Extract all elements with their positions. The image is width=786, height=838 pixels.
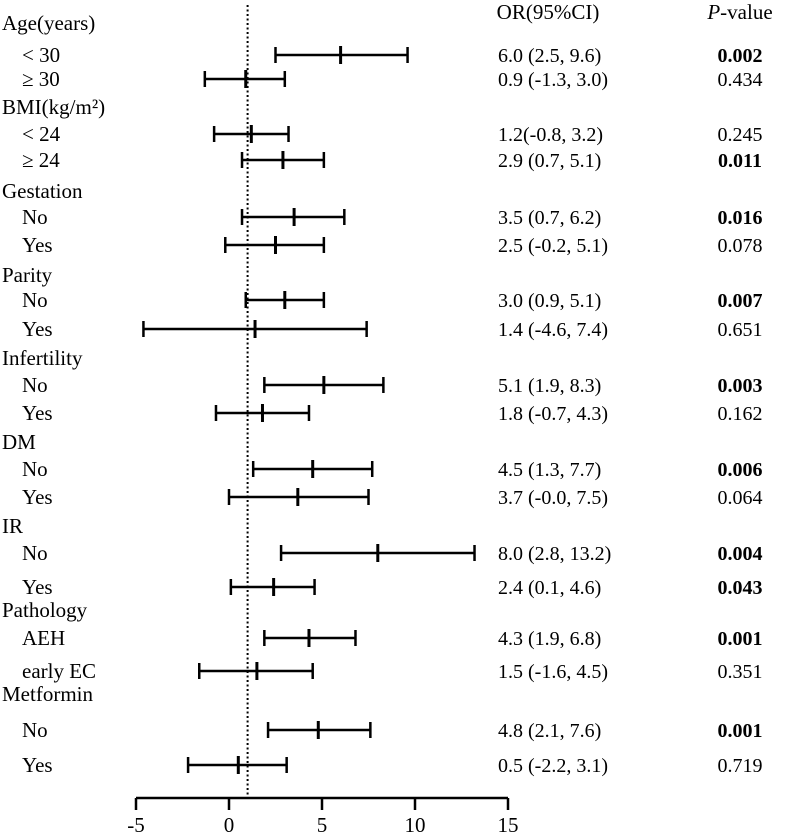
x-axis: -5 0 5 10 15	[127, 796, 519, 837]
or-ci-value: 1.4 (-4.6, 7.4)	[498, 319, 608, 341]
forest-row: Yes 0.5 (-2.2, 3.1) 0.719	[22, 753, 763, 777]
p-value: 0.007	[718, 290, 763, 312]
forest-row: ≥ 24 2.9 (0.7, 5.1) 0.011	[22, 148, 762, 172]
forest-row: Yes 1.8 (-0.7, 4.3) 0.162	[22, 401, 763, 425]
p-value: 0.651	[718, 319, 763, 341]
or-ci-value: 4.5 (1.3, 7.7)	[498, 459, 601, 481]
p-value: 0.064	[718, 487, 763, 509]
or-ci-value: 1.5 (-1.6, 4.5)	[498, 661, 608, 683]
x-tick-label: 0	[224, 813, 235, 837]
p-value: 0.043	[718, 577, 763, 599]
forest-row: Yes 2.5 (-0.2, 5.1) 0.078	[22, 233, 763, 257]
or-ci-value: 0.5 (-2.2, 3.1)	[498, 755, 608, 777]
forest-row: < 24 1.2(-0.8, 3.2) 0.245	[22, 122, 763, 146]
x-tick-label: 10	[405, 813, 426, 837]
or-ci-value: 5.1 (1.9, 8.3)	[498, 375, 601, 397]
or-ci-value: 4.8 (2.1, 7.6)	[498, 720, 601, 742]
forest-row: Yes 2.4 (0.1, 4.6) 0.043	[22, 575, 763, 599]
or-ci-column-header: OR(95%CI)	[497, 0, 600, 24]
subgroup-label: < 30	[22, 43, 60, 67]
forest-row: Yes 1.4 (-4.6, 7.4) 0.651	[22, 317, 763, 341]
subgroup-label: AEH	[22, 626, 65, 650]
or-ci-value: 2.9 (0.7, 5.1)	[498, 150, 601, 172]
p-value: 0.006	[718, 459, 763, 481]
p-value: 0.434	[718, 69, 763, 91]
forest-row: early EC 1.5 (-1.6, 4.5) 0.351	[22, 659, 763, 683]
subgroup-label: ≥ 24	[22, 148, 60, 172]
x-tick-label: 15	[498, 813, 519, 837]
forest-row: Yes 3.7 (-0.0, 7.5) 0.064	[22, 485, 763, 509]
subgroup-label: Yes	[22, 317, 53, 341]
p-value: 0.162	[718, 403, 763, 425]
subgroup-label: No	[22, 541, 48, 565]
group-label: Pathology	[2, 598, 88, 622]
or-ci-value: 3.7 (-0.0, 7.5)	[498, 487, 608, 509]
subgroup-label: Yes	[22, 753, 53, 777]
or-ci-value: 0.9 (-1.3, 3.0)	[498, 69, 608, 91]
forest-row: < 30 6.0 (2.5, 9.6) 0.002	[22, 43, 763, 67]
group-label: Gestation	[2, 179, 83, 203]
or-ci-value: 3.0 (0.9, 5.1)	[498, 290, 601, 312]
subgroup-label: No	[22, 373, 48, 397]
group-label: Parity	[2, 263, 53, 287]
forest-row: No 3.5 (0.7, 6.2) 0.016	[22, 205, 763, 229]
subgroup-label: early EC	[22, 659, 96, 683]
subgroup-label: No	[22, 288, 48, 312]
forest-row: No 8.0 (2.8, 13.2) 0.004	[22, 541, 763, 565]
subgroup-label: Yes	[22, 401, 53, 425]
forest-row: AEH 4.3 (1.9, 6.8) 0.001	[22, 626, 763, 650]
p-value: 0.351	[718, 661, 763, 683]
subgroup-label: Yes	[22, 485, 53, 509]
group-label: Infertility	[2, 346, 83, 370]
p-value: 0.001	[718, 628, 763, 650]
p-value: 0.011	[718, 150, 762, 172]
group-label: Metformin	[2, 682, 93, 706]
or-ci-value: 1.8 (-0.7, 4.3)	[498, 403, 608, 425]
p-value: 0.004	[718, 543, 763, 565]
or-ci-value: 8.0 (2.8, 13.2)	[498, 543, 611, 565]
subgroup-label: Yes	[22, 575, 53, 599]
subgroup-label: No	[22, 718, 48, 742]
subgroup-label: < 24	[22, 122, 61, 146]
p-value-column-header: P-value	[706, 0, 772, 24]
subgroup-label: No	[22, 457, 48, 481]
p-value: 0.016	[718, 207, 763, 229]
subgroup-label: Yes	[22, 233, 53, 257]
p-value: 0.078	[718, 235, 763, 257]
rows-layer: Age(years) < 30 6.0 (2.5, 9.6) 0.002 ≥ 30 0.9…	[2, 11, 763, 777]
group-label: IR	[2, 514, 23, 538]
subgroup-label: ≥ 30	[22, 67, 60, 91]
or-ci-value: 2.5 (-0.2, 5.1)	[498, 235, 608, 257]
forest-row: No 4.5 (1.3, 7.7) 0.006	[22, 457, 763, 481]
group-label: Age(years)	[2, 11, 95, 35]
x-tick-label: 5	[317, 813, 328, 837]
or-ci-value: 6.0 (2.5, 9.6)	[498, 45, 601, 67]
subgroup-label: No	[22, 205, 48, 229]
p-value: 0.245	[718, 124, 763, 146]
forest-row: No 3.0 (0.9, 5.1) 0.007	[22, 288, 763, 312]
p-value: 0.003	[718, 375, 763, 397]
or-ci-value: 1.2(-0.8, 3.2)	[498, 124, 603, 146]
x-tick-label: -5	[127, 813, 145, 837]
or-ci-value: 4.3 (1.9, 6.8)	[498, 628, 601, 650]
forest-row: No 4.8 (2.1, 7.6) 0.001	[22, 718, 763, 742]
or-ci-value: 2.4 (0.1, 4.6)	[498, 577, 601, 599]
p-value: 0.001	[718, 720, 763, 742]
p-value: 0.719	[718, 755, 763, 777]
group-label: BMI(kg/m²)	[2, 95, 105, 119]
group-label: DM	[2, 430, 36, 454]
forest-row: ≥ 30 0.9 (-1.3, 3.0) 0.434	[22, 67, 763, 91]
p-value: 0.002	[718, 45, 763, 67]
or-ci-value: 3.5 (0.7, 6.2)	[498, 207, 601, 229]
forest-row: No 5.1 (1.9, 8.3) 0.003	[22, 373, 763, 397]
